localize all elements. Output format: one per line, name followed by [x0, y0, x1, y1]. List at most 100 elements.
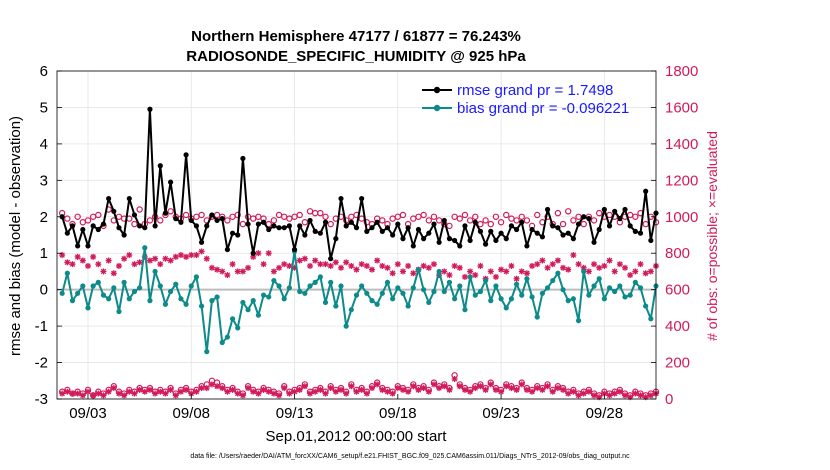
obs-evaluated-stroke [136, 387, 143, 393]
x-tick-label: 09/13 [276, 405, 314, 422]
bias-point [632, 279, 638, 285]
bias-point [168, 288, 174, 295]
obs-evaluated-marker [239, 392, 246, 399]
obs-evaluated-stroke [524, 387, 530, 393]
bias-point [446, 279, 453, 285]
obs-evaluated-stroke [364, 263, 370, 269]
rmse-point [209, 212, 215, 218]
obs-evaluated-marker [436, 385, 443, 392]
rmse-point [343, 223, 349, 229]
rmse-point [317, 230, 323, 236]
obs-evaluated-stroke [426, 265, 432, 271]
obs-evaluated-stroke [178, 389, 184, 395]
rmse-point [586, 216, 592, 222]
obs-evaluated-stroke [632, 390, 639, 397]
obs-possible-marker [523, 217, 531, 224]
obs-evaluated-marker [59, 390, 66, 397]
obs-evaluated-marker [451, 262, 458, 269]
obs-evaluated-stroke [353, 266, 360, 273]
obs-evaluated-stroke [513, 387, 520, 393]
obs-evaluated-marker [121, 255, 128, 262]
bias-point [183, 301, 189, 307]
obs-evaluated-stroke [240, 392, 246, 399]
obs-evaluated-marker [317, 261, 324, 268]
rmse-point [591, 239, 597, 245]
rmse-point [534, 230, 540, 236]
obs-evaluated-marker [529, 388, 536, 395]
obs-evaluated-marker [79, 392, 86, 399]
obs-evaluated-marker [338, 386, 345, 393]
obs-evaluated-stroke [400, 268, 406, 275]
obs-evaluated-marker [565, 266, 572, 273]
obs-evaluated-marker [513, 386, 520, 393]
obs-evaluated-marker [353, 388, 360, 395]
obs-evaluated-marker [157, 261, 164, 268]
bias-point [90, 283, 96, 289]
obs-evaluated-marker [498, 266, 505, 273]
y-tick-label: -3 [35, 391, 48, 408]
obs-evaluated-marker [477, 383, 484, 390]
obs-evaluated-stroke [338, 265, 344, 271]
obs-evaluated-stroke [415, 387, 422, 393]
rmse-point [374, 219, 380, 225]
rmse-point [482, 241, 489, 247]
obs-evaluated-marker [229, 261, 236, 268]
obs-evaluated-marker [307, 262, 314, 269]
obs-evaluated-stroke [147, 387, 153, 393]
obs-evaluated-marker [358, 386, 365, 393]
obs-evaluated-stroke [286, 263, 293, 269]
bias-point [204, 349, 210, 355]
obs-evaluated-marker [157, 388, 164, 395]
bias-point [111, 285, 117, 291]
obs-possible-marker [435, 217, 443, 224]
obs-evaluated-marker [239, 268, 246, 275]
y-tick-label: 5 [40, 99, 48, 116]
right-y-tick-label: 1200 [665, 172, 698, 189]
obs-evaluated-stroke [245, 265, 251, 271]
rmse-point [627, 223, 633, 229]
left-y-axis-ticks: -3 -2 -1 0 1 2 3 4 5 6 [35, 63, 62, 408]
rmse-point [395, 221, 401, 227]
rmse-point [281, 225, 287, 231]
bias-point [560, 287, 566, 293]
rmse-point [312, 228, 318, 234]
obs-evaluated-stroke [446, 272, 453, 278]
rmse-point [529, 226, 535, 233]
obs-evaluated-stroke [209, 265, 215, 271]
obs-possible-marker [74, 213, 81, 220]
rmse-point [353, 225, 360, 231]
obs-evaluated-stroke [312, 389, 318, 395]
obs-evaluated-stroke [74, 254, 81, 260]
bias-point [188, 283, 194, 289]
obs-evaluated-marker [198, 248, 205, 255]
obs-possible-marker [632, 213, 639, 220]
rmse-point [162, 210, 169, 216]
obs-evaluated-stroke [529, 389, 535, 395]
obs-evaluated-stroke [395, 261, 401, 267]
obs-evaluated-marker [425, 264, 432, 271]
obs-possible-marker [482, 217, 489, 224]
obs-evaluated-stroke [462, 387, 468, 393]
obs-possible-marker [64, 215, 71, 222]
bias-series [59, 245, 659, 355]
bias-point [596, 276, 602, 282]
bias-point [477, 288, 484, 295]
obs-evaluated-marker [389, 270, 396, 277]
obs-evaluated-stroke [384, 265, 391, 271]
obs-evaluated-stroke [611, 268, 618, 275]
obs-evaluated-stroke [534, 385, 540, 391]
obs-evaluated-marker [461, 386, 468, 393]
rmse-point [291, 246, 298, 253]
obs-evaluated-stroke [632, 268, 639, 275]
obs-evaluated-stroke [586, 268, 592, 275]
x-tick-label: 09/08 [172, 405, 210, 422]
obs-evaluated-marker [152, 390, 159, 397]
bias-point [271, 277, 277, 284]
obs-evaluated-stroke [333, 389, 339, 395]
obs-evaluated-marker [554, 257, 561, 264]
bias-point [467, 274, 473, 280]
obs-possible-marker [534, 211, 541, 219]
rmse-point [106, 195, 112, 202]
bias-point [410, 285, 416, 291]
obs-evaluated-marker [177, 388, 184, 395]
